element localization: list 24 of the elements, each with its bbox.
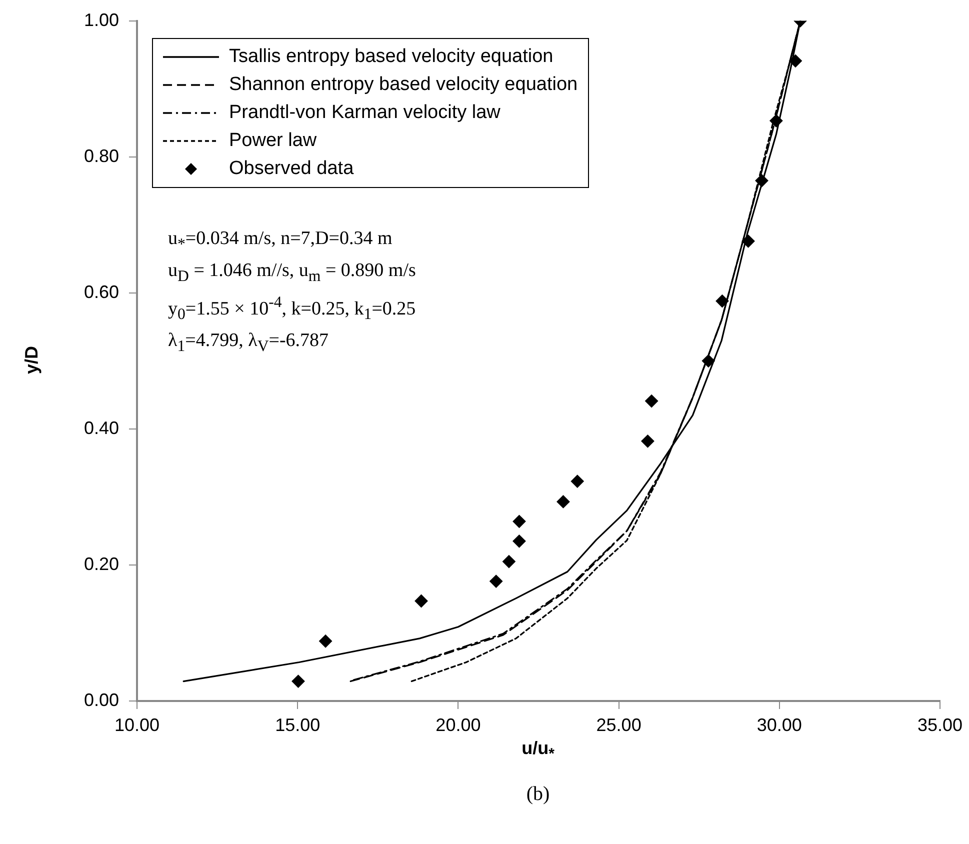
x-tick-label: 35.00 bbox=[917, 714, 963, 735]
legend-label: Shannon entropy based velocity equation bbox=[229, 74, 578, 96]
y-tick-label: 0.40 bbox=[84, 418, 119, 438]
x-tick-label: 30.00 bbox=[756, 714, 802, 735]
legend-label: Observed data bbox=[229, 158, 354, 180]
annotation: λ$_{1}$=4.799, λ$_{V}$=-6.787 bbox=[168, 328, 330, 357]
annotation: u$_{*}$=0.034 m/s, n=7,D=0.34 m bbox=[168, 227, 394, 255]
legend-label: Power law bbox=[229, 130, 317, 152]
y-tick-label: 0.80 bbox=[84, 146, 119, 166]
y-tick-label: 0.20 bbox=[84, 554, 119, 574]
legend-label: Prandtl-von Karman velocity law bbox=[229, 102, 500, 124]
y-tick-label: 0.00 bbox=[84, 690, 119, 710]
x-tick-label: 20.00 bbox=[436, 714, 481, 735]
legend-label: Tsallis entropy based velocity equation bbox=[229, 46, 554, 68]
text: (b) bbox=[526, 783, 550, 806]
annotation: u$_{D}$ = 1.046 m//s, u$_{m}$ = 0.890 m/s bbox=[168, 258, 416, 287]
y-tick-label: 1.00 bbox=[84, 10, 119, 30]
y-tick-label: 0.60 bbox=[84, 282, 119, 302]
x-axis-title: u/u$_{*}$ bbox=[522, 738, 554, 763]
x-tick-label: 25.00 bbox=[596, 714, 642, 735]
annotation: y$_{0}$=1.55 × 10$^{-4}$, k=0.25, k$_{1}$=0.25 bbox=[168, 292, 416, 325]
x-tick-label: 15.00 bbox=[275, 714, 320, 735]
x-tick-label: 10.00 bbox=[114, 714, 160, 735]
y-axis-title: y/D bbox=[22, 346, 42, 374]
